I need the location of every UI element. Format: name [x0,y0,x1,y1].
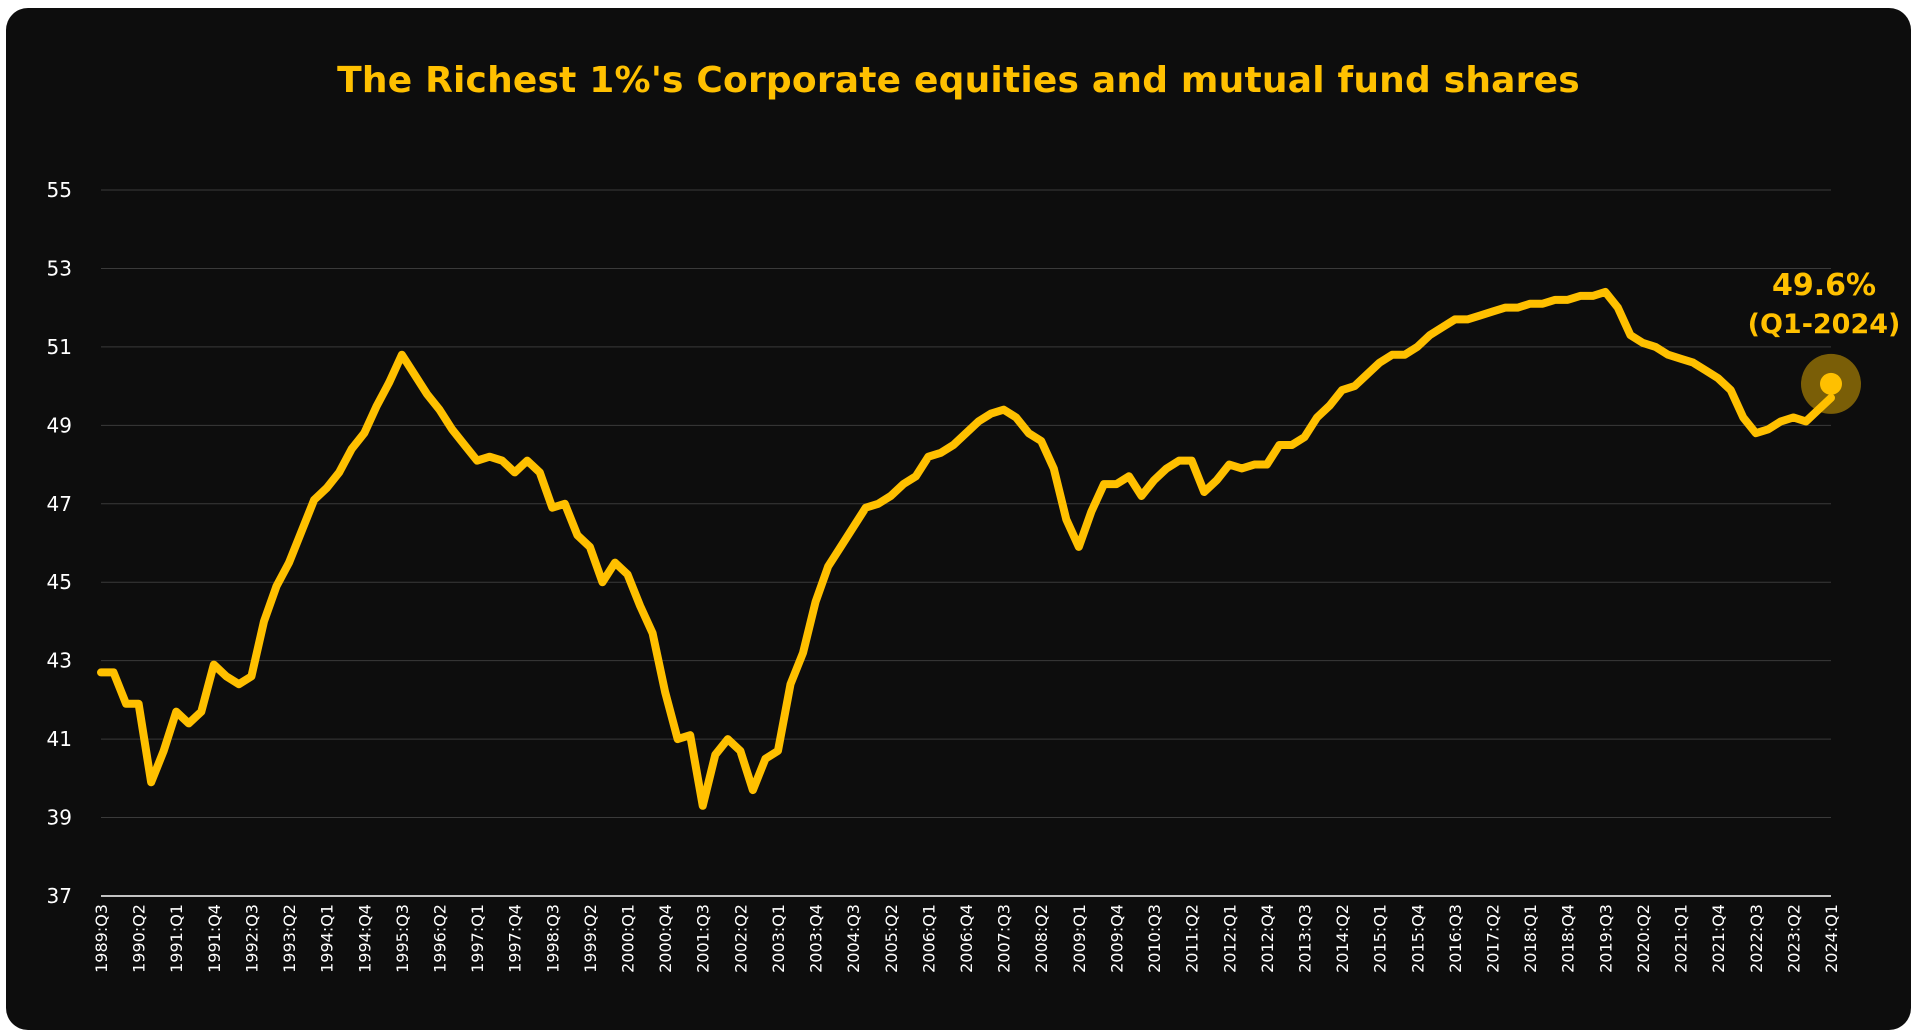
y-tick-label: 49 [47,413,72,437]
x-tick-label: 2015:Q1 [1371,904,1390,973]
x-tick-label: 2016:Q3 [1446,904,1465,973]
x-tick-label: 1994:Q4 [355,904,374,973]
x-tick-label: 2018:Q4 [1559,904,1578,973]
y-tick-label: 51 [47,335,72,359]
x-tick-label: 2003:Q4 [807,904,826,973]
chart-panel: The Richest 1%'s Corporate equities and … [6,8,1911,1030]
x-tick-label: 1995:Q3 [393,904,412,973]
x-tick-label: 2004:Q3 [844,904,863,973]
y-axis-ticks: 37 39 41 43 45 47 49 51 53 55 [47,178,72,908]
annotation-period-label: (Q1-2024) [1748,309,1901,340]
x-tick-label: 1991:Q4 [205,904,224,973]
x-tick-label: 2014:Q2 [1333,904,1352,973]
y-tick-label: 39 [47,806,72,830]
x-tick-label: 2007:Q3 [995,904,1014,973]
x-tick-label: 2012:Q1 [1220,904,1239,973]
chart-title: The Richest 1%'s Corporate equities and … [337,60,1580,101]
x-tick-label: 2009:Q4 [1107,904,1126,973]
line-chart: 37 39 41 43 45 47 49 51 53 55 1989:Q3 1990:Q2 1991:… [47,178,1901,973]
x-tick-label: 1997:Q1 [468,904,487,973]
x-tick-label: 2015:Q4 [1408,904,1427,973]
x-tick-label: 2009:Q1 [1070,904,1089,973]
x-tick-label: 2022:Q3 [1747,904,1766,973]
x-tick-label: 2017:Q2 [1484,904,1503,973]
x-tick-label: 2018:Q1 [1521,904,1540,973]
x-tick-label: 2010:Q3 [1145,904,1164,973]
x-tick-label: 2011:Q2 [1183,904,1202,973]
y-tick-label: 45 [47,570,72,594]
x-tick-label: 1989:Q3 [92,904,111,973]
gridlines [101,189,1831,897]
x-tick-label: 2002:Q2 [731,904,750,973]
end-point-annotation: 49.6% (Q1-2024) [1748,268,1901,340]
x-tick-label: 2005:Q2 [882,904,901,973]
x-tick-label: 2001:Q3 [694,904,713,973]
y-tick-label: 47 [47,492,72,516]
series-layer [97,287,1835,810]
x-tick-label: 2008:Q2 [1032,904,1051,973]
end-point-dot [1820,372,1842,395]
x-tick-label: 1991:Q1 [167,904,186,973]
x-tick-label: 2006:Q1 [919,904,938,973]
x-tick-label: 1993:Q2 [280,904,299,973]
series-line [97,287,1835,810]
x-tick-label: 1994:Q1 [318,904,337,973]
x-tick-label: 2006:Q4 [957,904,976,973]
x-tick-label: 2024:Q1 [1822,904,1841,973]
x-axis-ticks: 1989:Q3 1990:Q2 1991:Q1 1991:Q4 1992:Q3 1993:… [92,904,1841,973]
end-point-marker [1801,353,1861,414]
x-tick-label: 2021:Q1 [1672,904,1691,973]
y-tick-label: 37 [47,884,72,908]
x-tick-label: 1999:Q2 [581,904,600,973]
annotation-value-label: 49.6% [1772,268,1876,303]
x-tick-label: 2019:Q3 [1596,904,1615,973]
x-tick-label: 1996:Q2 [430,904,449,973]
x-tick-label: 2020:Q2 [1634,904,1653,973]
x-tick-label: 2012:Q4 [1258,904,1277,973]
y-tick-label: 53 [47,256,72,280]
y-tick-label: 43 [47,649,72,673]
x-tick-label: 1992:Q3 [242,904,261,973]
x-tick-label: 2013:Q3 [1295,904,1314,973]
y-tick-label: 41 [47,727,72,751]
x-tick-label: 1997:Q4 [506,904,525,973]
x-tick-label: 2000:Q4 [656,904,675,973]
x-tick-label: 2000:Q1 [619,904,638,973]
x-tick-label: 2023:Q2 [1784,904,1803,973]
x-tick-label: 1990:Q2 [130,904,149,973]
x-tick-label: 2021:Q4 [1709,904,1728,973]
x-tick-label: 1998:Q3 [543,904,562,973]
y-tick-label: 55 [47,178,72,202]
x-tick-label: 2003:Q1 [769,904,788,973]
